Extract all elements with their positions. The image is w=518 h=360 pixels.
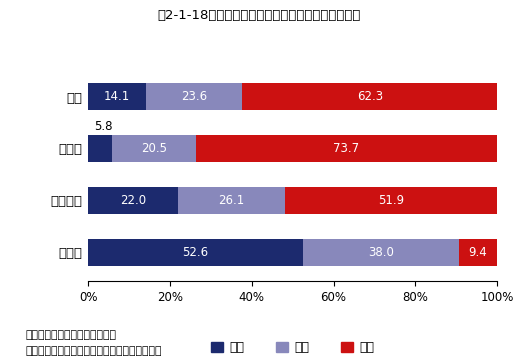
Bar xyxy=(88,239,304,266)
Text: 52.6: 52.6 xyxy=(183,246,209,259)
Bar xyxy=(459,239,497,266)
Bar xyxy=(88,135,112,162)
Bar xyxy=(112,135,196,162)
Text: 51.9: 51.9 xyxy=(378,194,404,207)
Text: 資料：総務省統計局「科学技術研究調査報告」: 資料：総務省統計局「科学技術研究調査報告」 xyxy=(26,346,163,356)
Text: 38.0: 38.0 xyxy=(368,246,394,259)
Bar xyxy=(285,187,497,214)
Text: 26.1: 26.1 xyxy=(219,194,244,207)
Text: 5.8: 5.8 xyxy=(94,120,113,133)
Text: 62.3: 62.3 xyxy=(357,90,383,103)
Bar xyxy=(146,83,242,110)
Text: 22.0: 22.0 xyxy=(120,194,146,207)
Text: 14.1: 14.1 xyxy=(104,90,130,103)
Bar xyxy=(304,239,459,266)
Text: 20.5: 20.5 xyxy=(141,142,167,155)
Text: 注）自然科学のみの値である。: 注）自然科学のみの値である。 xyxy=(26,330,117,340)
Bar xyxy=(196,135,497,162)
Text: 23.6: 23.6 xyxy=(181,90,207,103)
Text: 73.7: 73.7 xyxy=(334,142,359,155)
Bar xyxy=(178,187,285,214)
Legend: 基礎, 応用, 開発: 基礎, 応用, 開発 xyxy=(206,336,380,359)
Text: 第2-1-18図　我が国の組織別研究費の性格別構成比: 第2-1-18図 我が国の組織別研究費の性格別構成比 xyxy=(157,9,361,22)
Bar xyxy=(88,83,146,110)
Text: 9.4: 9.4 xyxy=(469,246,487,259)
Bar xyxy=(242,83,497,110)
Bar xyxy=(88,187,178,214)
